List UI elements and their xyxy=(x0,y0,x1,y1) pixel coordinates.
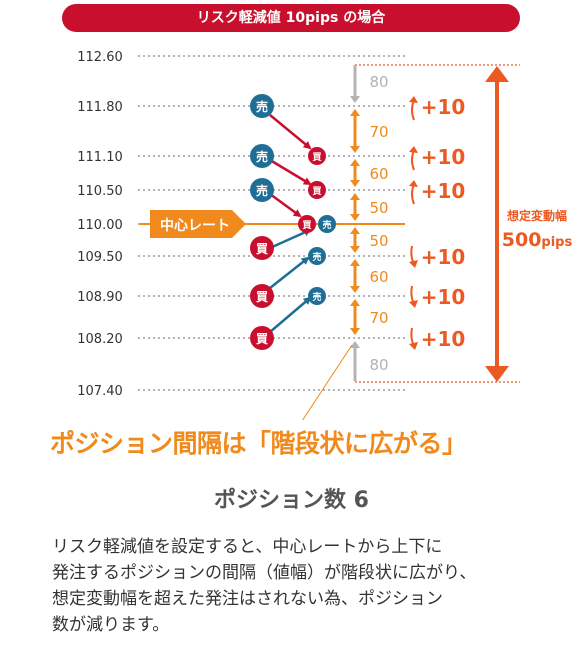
svg-text:売: 売 xyxy=(256,183,268,198)
sell-arrow xyxy=(269,158,312,186)
interval-arrow: 70 xyxy=(350,109,389,153)
range-label-title: 想定変動幅 xyxy=(506,208,567,223)
interval-label: 80 xyxy=(369,73,388,91)
interval-label: 70 xyxy=(369,309,388,327)
sell-order-marker: 売 xyxy=(308,247,326,265)
leader-line xyxy=(302,344,353,420)
interval-label: 60 xyxy=(369,165,388,183)
price-level-label: 107.40 xyxy=(77,384,123,399)
svg-text:買: 買 xyxy=(312,152,321,163)
excluded-interval-arrow: 80 xyxy=(350,341,389,381)
buy-order-marker: 買 xyxy=(250,326,274,350)
svg-text:売: 売 xyxy=(312,251,321,263)
interval-arrows: 80 70 60 50 50 60 70 80 xyxy=(350,65,389,381)
price-level-label: 112.60 xyxy=(77,50,123,65)
svg-text:+10: +10 xyxy=(421,95,466,119)
buy-order-marker: 買 xyxy=(298,215,316,233)
increment-label: +10 xyxy=(409,145,466,171)
price-level-label: 108.90 xyxy=(77,290,123,305)
sell-order-marker: 売 xyxy=(308,287,326,305)
interval-label: 70 xyxy=(369,123,388,141)
price-level-label: 109.50 xyxy=(77,250,123,265)
interval-arrow: 60 xyxy=(350,259,389,293)
svg-text:買: 買 xyxy=(312,186,321,197)
interval-label: 60 xyxy=(369,268,388,286)
interval-arrow: 50 xyxy=(350,227,389,253)
svg-text:+10: +10 xyxy=(421,245,466,269)
headline: ポジション間隔は「階段状に広がる」 xyxy=(50,429,467,458)
buy-arrow xyxy=(269,228,312,250)
sell-order-marker: 売 xyxy=(250,144,274,168)
svg-text:+10: +10 xyxy=(421,285,466,309)
increment-labels: +10 +10 +10 +10 +10 +10 xyxy=(409,95,465,351)
increment-label: +10 xyxy=(409,179,466,205)
svg-text:買: 買 xyxy=(256,290,268,304)
price-level-label: 111.10 xyxy=(77,150,123,165)
buy-order-marker: 買 xyxy=(308,181,326,199)
order-arrows xyxy=(269,114,312,333)
increment-label: +10 xyxy=(409,95,466,121)
increment-label: +10 xyxy=(409,327,465,351)
sell-order-marker: 売 xyxy=(250,178,274,202)
price-level-label: 110.00 xyxy=(77,218,123,233)
grid-diagram: 112.60 111.80 111.10 110.50 110.00 109.50 108.… xyxy=(77,50,573,420)
svg-text:+10: +10 xyxy=(421,179,466,203)
price-level-label: 110.50 xyxy=(77,184,123,199)
increment-label: +10 xyxy=(409,285,465,309)
increment-label: +10 xyxy=(409,245,465,269)
price-level-label: 108.20 xyxy=(77,332,123,347)
buy-arrow xyxy=(269,256,310,289)
interval-arrow: 70 xyxy=(350,299,389,335)
interval-label: 80 xyxy=(369,356,388,374)
interval-arrow: 50 xyxy=(350,193,389,221)
interval-label: 50 xyxy=(369,232,388,250)
position-count: ポジション数 6 xyxy=(214,488,369,513)
svg-text:買: 買 xyxy=(256,332,268,346)
svg-text:+10: +10 xyxy=(421,145,466,169)
svg-text:買: 買 xyxy=(302,220,311,231)
buy-arrow xyxy=(269,296,312,333)
buy-order-marker: 買 xyxy=(250,236,274,260)
svg-text:売: 売 xyxy=(312,291,321,303)
price-grid: 112.60 111.80 111.10 110.50 110.00 109.50 108.… xyxy=(77,50,405,399)
svg-text:売: 売 xyxy=(322,219,331,231)
range-arrow xyxy=(485,66,509,382)
svg-text:買: 買 xyxy=(256,242,268,256)
svg-text:+10: +10 xyxy=(421,327,466,351)
interval-arrow: 60 xyxy=(350,159,389,187)
buy-order-marker: 買 xyxy=(308,147,326,165)
price-level-label: 111.80 xyxy=(77,100,123,115)
description: リスク軽減値を設定すると、中心レートから上下に 発注するポジションの間隔（値幅）… xyxy=(52,537,477,635)
svg-text:売: 売 xyxy=(256,149,268,164)
sell-order-marker: 売 xyxy=(318,215,336,233)
sell-arrow xyxy=(269,192,302,218)
interval-label: 50 xyxy=(369,199,388,217)
center-rate-badge: 中心レート xyxy=(150,210,246,238)
svg-text:売: 売 xyxy=(256,99,268,114)
sell-arrow xyxy=(269,114,312,150)
buy-order-marker: 買 xyxy=(250,284,274,308)
center-rate-label: 中心レート xyxy=(160,217,230,234)
sell-order-marker: 売 xyxy=(250,94,274,118)
banner-title: リスク軽減値 10pips の場合 xyxy=(62,4,520,32)
range-label-value: 500pips xyxy=(502,229,573,251)
excluded-interval-arrow: 80 xyxy=(350,65,389,103)
